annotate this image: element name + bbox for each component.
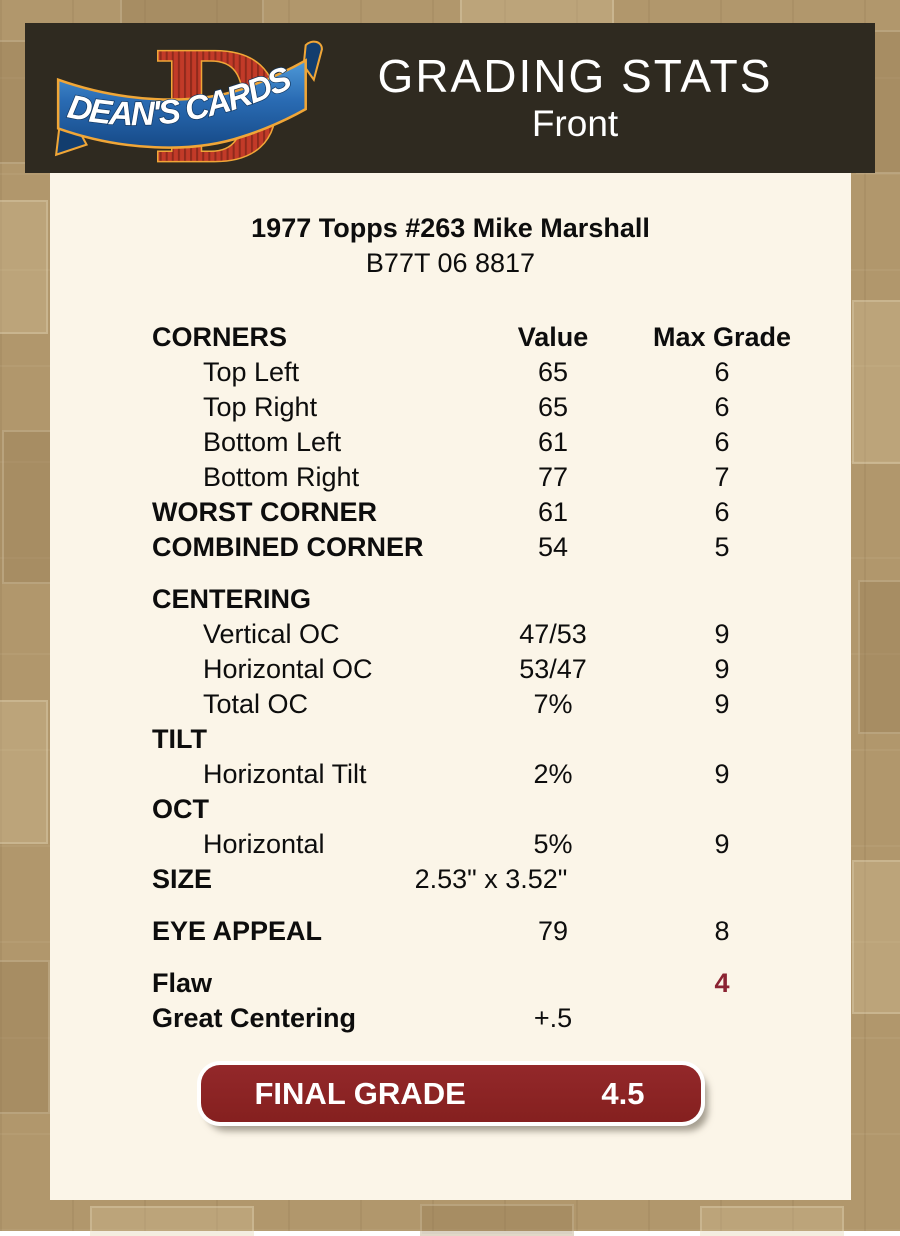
- row-value: +.5: [533, 1003, 573, 1033]
- final-grade-button[interactable]: FINAL GRADE 4.5: [200, 1065, 701, 1122]
- table-row: Horizontal OC 53/47 9: [50, 652, 851, 687]
- table-row: Bottom Left 61 6: [50, 425, 851, 460]
- row-value: 54: [537, 532, 569, 562]
- card-collage-tile: [858, 580, 900, 734]
- row-max-grade: 9: [714, 619, 730, 649]
- row-value: 47/53: [519, 619, 587, 649]
- table-row: Total OC 7% 9: [50, 687, 851, 722]
- row-value: 79: [537, 916, 569, 946]
- stats-table: CORNERS Value Max Grade Top Left 65 6 To…: [50, 320, 851, 1036]
- row-label: Great Centering: [152, 1003, 357, 1033]
- page-subtitle: Front: [531, 103, 619, 144]
- row-max-grade: 4: [714, 968, 730, 998]
- row-label: Total OC: [203, 689, 309, 719]
- row-label: SIZE: [152, 864, 213, 894]
- row-label: Bottom Left: [203, 427, 342, 457]
- table-row: Top Left 65 6: [50, 355, 851, 390]
- row-value: 61: [537, 497, 569, 527]
- page-title: GRADING STATS: [377, 50, 773, 102]
- table-row: CORNERS Value Max Grade: [50, 320, 851, 355]
- row-label: TILT: [152, 724, 207, 754]
- table-row: Horizontal 5% 9: [50, 827, 851, 862]
- final-grade-value: 4.5: [601, 1075, 645, 1111]
- row-max-grade: Max Grade: [652, 322, 792, 352]
- card-collage-tile: [0, 200, 48, 334]
- table-row: SIZE 2.53" x 3.52": [50, 862, 851, 897]
- card-collage-tile: [0, 700, 48, 844]
- row-max-grade: 6: [714, 497, 730, 527]
- row-label: Horizontal OC: [203, 654, 373, 684]
- card-collage-tile: [0, 960, 50, 1114]
- row-value: 7%: [533, 689, 573, 719]
- row-max-grade: 9: [714, 759, 730, 789]
- row-value: 5%: [533, 829, 573, 859]
- row-value: 61: [537, 427, 569, 457]
- table-row: TILT: [50, 722, 851, 757]
- row-label: Top Right: [203, 392, 318, 422]
- row-label: Flaw: [152, 968, 213, 998]
- row-value: 77: [537, 462, 569, 492]
- card-collage-tile: [852, 300, 900, 464]
- row-label: Bottom Right: [203, 462, 360, 492]
- table-row: OCT: [50, 792, 851, 827]
- card-serial: B77T 06 8817: [365, 248, 536, 278]
- row-max-grade: 9: [714, 689, 730, 719]
- row-label: Horizontal Tilt: [203, 759, 367, 789]
- row-label: EYE APPEAL: [152, 916, 323, 946]
- row-max-grade: 6: [714, 427, 730, 457]
- row-max-grade: 9: [714, 829, 730, 859]
- row-label: CENTERING: [152, 584, 312, 614]
- row-max-grade: 5: [714, 532, 730, 562]
- card-collage-tile: [90, 1206, 254, 1236]
- row-value: 65: [537, 392, 569, 422]
- card-collage-tile: [700, 1206, 844, 1236]
- deans-cards-logo: D DEAN'S CARDS: [54, 31, 323, 171]
- row-label: CORNERS: [152, 322, 288, 352]
- row-label: Vertical OC: [203, 619, 340, 649]
- table-row: Great Centering +.5: [50, 1001, 851, 1036]
- row-value: Value: [517, 322, 589, 352]
- row-label: WORST CORNER: [152, 497, 377, 527]
- grading-panel: 1977 Topps #263 Mike Marshall B77T 06 88…: [50, 173, 851, 1200]
- table-row: Top Right 65 6: [50, 390, 851, 425]
- table-row: WORST CORNER 61 6: [50, 495, 851, 530]
- header-band: D DEAN'S CARDS GRADING STATS Front: [25, 23, 875, 173]
- table-row: Vertical OC 47/53 9: [50, 617, 851, 652]
- row-label: Horizontal: [203, 829, 325, 859]
- row-max-grade: 8: [714, 916, 730, 946]
- table-row: COMBINED CORNER 54 5: [50, 530, 851, 565]
- row-max-grade: 9: [714, 654, 730, 684]
- row-max-grade: 7: [714, 462, 730, 492]
- row-label: COMBINED CORNER: [152, 532, 424, 562]
- table-row: CENTERING: [50, 582, 851, 617]
- final-grade-label: FINAL GRADE: [254, 1075, 466, 1111]
- card-collage-tile: [2, 430, 52, 584]
- row-label: OCT: [152, 794, 209, 824]
- row-max-grade: 6: [714, 392, 730, 422]
- table-row: Bottom Right 77 7: [50, 460, 851, 495]
- card-collage-tile: [852, 860, 900, 1014]
- card-collage-tile: [420, 1204, 574, 1236]
- card-title: 1977 Topps #263 Mike Marshall: [251, 213, 650, 243]
- table-row: EYE APPEAL 79 8: [50, 914, 851, 949]
- row-value: 65: [537, 357, 569, 387]
- header-titles: GRADING STATS Front: [275, 23, 875, 173]
- row-value: 53/47: [519, 654, 587, 684]
- table-row: Horizontal Tilt 2% 9: [50, 757, 851, 792]
- table-row: Flaw 4: [50, 966, 851, 1001]
- row-value: 2.53" x 3.52": [414, 864, 568, 894]
- row-max-grade: 6: [714, 357, 730, 387]
- row-label: Top Left: [203, 357, 300, 387]
- row-value: 2%: [533, 759, 573, 789]
